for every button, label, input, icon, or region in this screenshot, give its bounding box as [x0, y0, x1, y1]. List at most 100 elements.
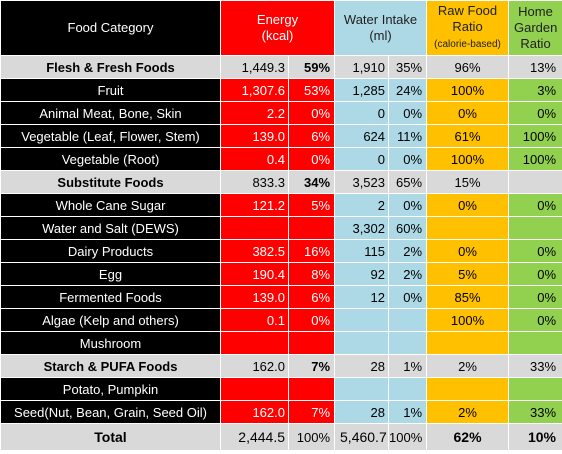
water-value: 0	[334, 147, 390, 171]
water-value: 1,910	[334, 55, 390, 79]
table-row: Egg 190.4 8% 92 2% 5% 0%	[0, 262, 562, 286]
table-row: Dairy Products 382.5 16% 115 2% 0% 0%	[0, 239, 562, 263]
raw-food-ratio: 5%	[426, 262, 510, 286]
raw-food-ratio: 100%	[426, 147, 510, 171]
energy-value: 139.0	[220, 285, 289, 309]
energy-value: 139.0	[220, 124, 289, 148]
energy-percent: 8%	[287, 262, 336, 286]
water-value	[334, 331, 390, 355]
water-percent: 2%	[388, 239, 428, 263]
category-name: Substitute Foods	[0, 170, 221, 194]
water-value: 12	[334, 285, 390, 309]
table-row: Vegetable (Leaf, Flower, Stem) 139.0 6% 624…	[0, 124, 562, 148]
raw-food-ratio	[426, 377, 510, 401]
home-garden-ratio: 33%	[508, 400, 562, 424]
energy-value	[220, 331, 289, 355]
raw-food-ratio: 0%	[426, 101, 510, 125]
category-name: Mushroom	[0, 331, 221, 355]
header-energy: Energy (kcal)	[219, 0, 336, 56]
water-value	[334, 377, 390, 401]
raw-food-ratio: 100%	[426, 308, 510, 332]
category-name: Fruit	[0, 78, 221, 102]
energy-percent: 59%	[287, 55, 336, 79]
raw-food-ratio: 96%	[426, 55, 510, 79]
category-name: Water and Salt (DEWS)	[0, 216, 221, 240]
home-garden-ratio	[508, 170, 562, 194]
category-name: Starch & PUFA Foods	[0, 354, 221, 378]
home-garden-ratio: 3%	[508, 78, 562, 102]
total-label: Total	[0, 423, 221, 451]
home-garden-ratio: 0%	[508, 193, 562, 217]
category-name: Vegetable (Leaf, Flower, Stem)	[0, 124, 221, 148]
water-value: 28	[334, 400, 390, 424]
water-value: 92	[334, 262, 390, 286]
home-garden-ratio	[508, 377, 562, 401]
energy-value: 190.4	[220, 262, 289, 286]
water-percent: 1%	[388, 400, 428, 424]
energy-value: 162.0	[220, 400, 289, 424]
energy-value: 162.0	[220, 354, 289, 378]
energy-value	[220, 216, 289, 240]
total-row: Total 2,444.5 100% 5,460.7 100% 62% 10%	[0, 423, 562, 451]
water-percent: 0%	[388, 285, 428, 309]
water-percent: 0%	[388, 147, 428, 171]
water-percent	[388, 377, 428, 401]
water-value: 3,523	[334, 170, 390, 194]
energy-percent: 6%	[287, 285, 336, 309]
category-name: Whole Cane Sugar	[0, 193, 221, 217]
water-percent: 11%	[388, 124, 428, 148]
table-row: Fermented Foods 139.0 6% 12 0% 85% 0%	[0, 285, 562, 309]
category-name: Algae (Kelp and others)	[0, 308, 221, 332]
water-percent: 0%	[388, 193, 428, 217]
total-water-percent: 100%	[388, 423, 428, 451]
home-garden-ratio: 100%	[508, 124, 562, 148]
water-percent: 60%	[388, 216, 428, 240]
header-raw-food-ratio: Raw Food Ratio (calorie-based)	[426, 0, 510, 56]
home-garden-ratio	[508, 216, 562, 240]
raw-food-ratio	[426, 216, 510, 240]
energy-percent: 6%	[287, 124, 336, 148]
table-row: Vegetable (Root) 0.4 0% 0 0% 100% 100%	[0, 147, 562, 171]
water-percent	[388, 308, 428, 332]
total-home-garden-ratio: 10%	[508, 423, 562, 451]
section-row: Starch & PUFA Foods 162.0 7% 28 1% 2% 33%	[0, 354, 562, 378]
energy-value: 121.2	[220, 193, 289, 217]
raw-food-ratio	[426, 331, 510, 355]
water-percent: 1%	[388, 354, 428, 378]
water-percent	[388, 331, 428, 355]
energy-percent	[287, 331, 336, 355]
home-garden-ratio: 0%	[508, 262, 562, 286]
energy-value: 382.5	[220, 239, 289, 263]
water-percent: 24%	[388, 78, 428, 102]
raw-food-ratio: 0%	[426, 193, 510, 217]
total-water-value: 5,460.7	[334, 423, 390, 451]
home-garden-ratio: 100%	[508, 147, 562, 171]
energy-value: 833.3	[220, 170, 289, 194]
energy-percent: 7%	[287, 354, 336, 378]
table-row: Animal Meat, Bone, Skin 2.2 0% 0 0% 0% 0%	[0, 101, 562, 125]
raw-food-ratio: 15%	[426, 170, 510, 194]
water-value: 115	[334, 239, 390, 263]
energy-value: 0.4	[220, 147, 289, 171]
header-row: Food Category Energy (kcal) Water Intake(…	[0, 0, 562, 56]
raw-food-ratio: 2%	[426, 354, 510, 378]
home-garden-ratio	[508, 331, 562, 355]
energy-percent: 34%	[287, 170, 336, 194]
energy-percent: 16%	[287, 239, 336, 263]
table-row: Water and Salt (DEWS) 3,302 60%	[0, 216, 562, 240]
table-row: Fruit 1,307.6 53% 1,285 24% 100% 3%	[0, 78, 562, 102]
water-value: 1,285	[334, 78, 390, 102]
total-raw-food-ratio: 62%	[426, 423, 510, 451]
category-name: Vegetable (Root)	[0, 147, 221, 171]
energy-percent	[287, 377, 336, 401]
energy-percent: 7%	[287, 400, 336, 424]
energy-value: 1,449.3	[220, 55, 289, 79]
category-name: Animal Meat, Bone, Skin	[0, 101, 221, 125]
category-name: Egg	[0, 262, 221, 286]
table-row: Whole Cane Sugar 121.2 5% 2 0% 0% 0%	[0, 193, 562, 217]
energy-value: 0.1	[220, 308, 289, 332]
water-value: 2	[334, 193, 390, 217]
energy-percent: 0%	[287, 147, 336, 171]
water-percent: 0%	[388, 101, 428, 125]
water-value: 28	[334, 354, 390, 378]
